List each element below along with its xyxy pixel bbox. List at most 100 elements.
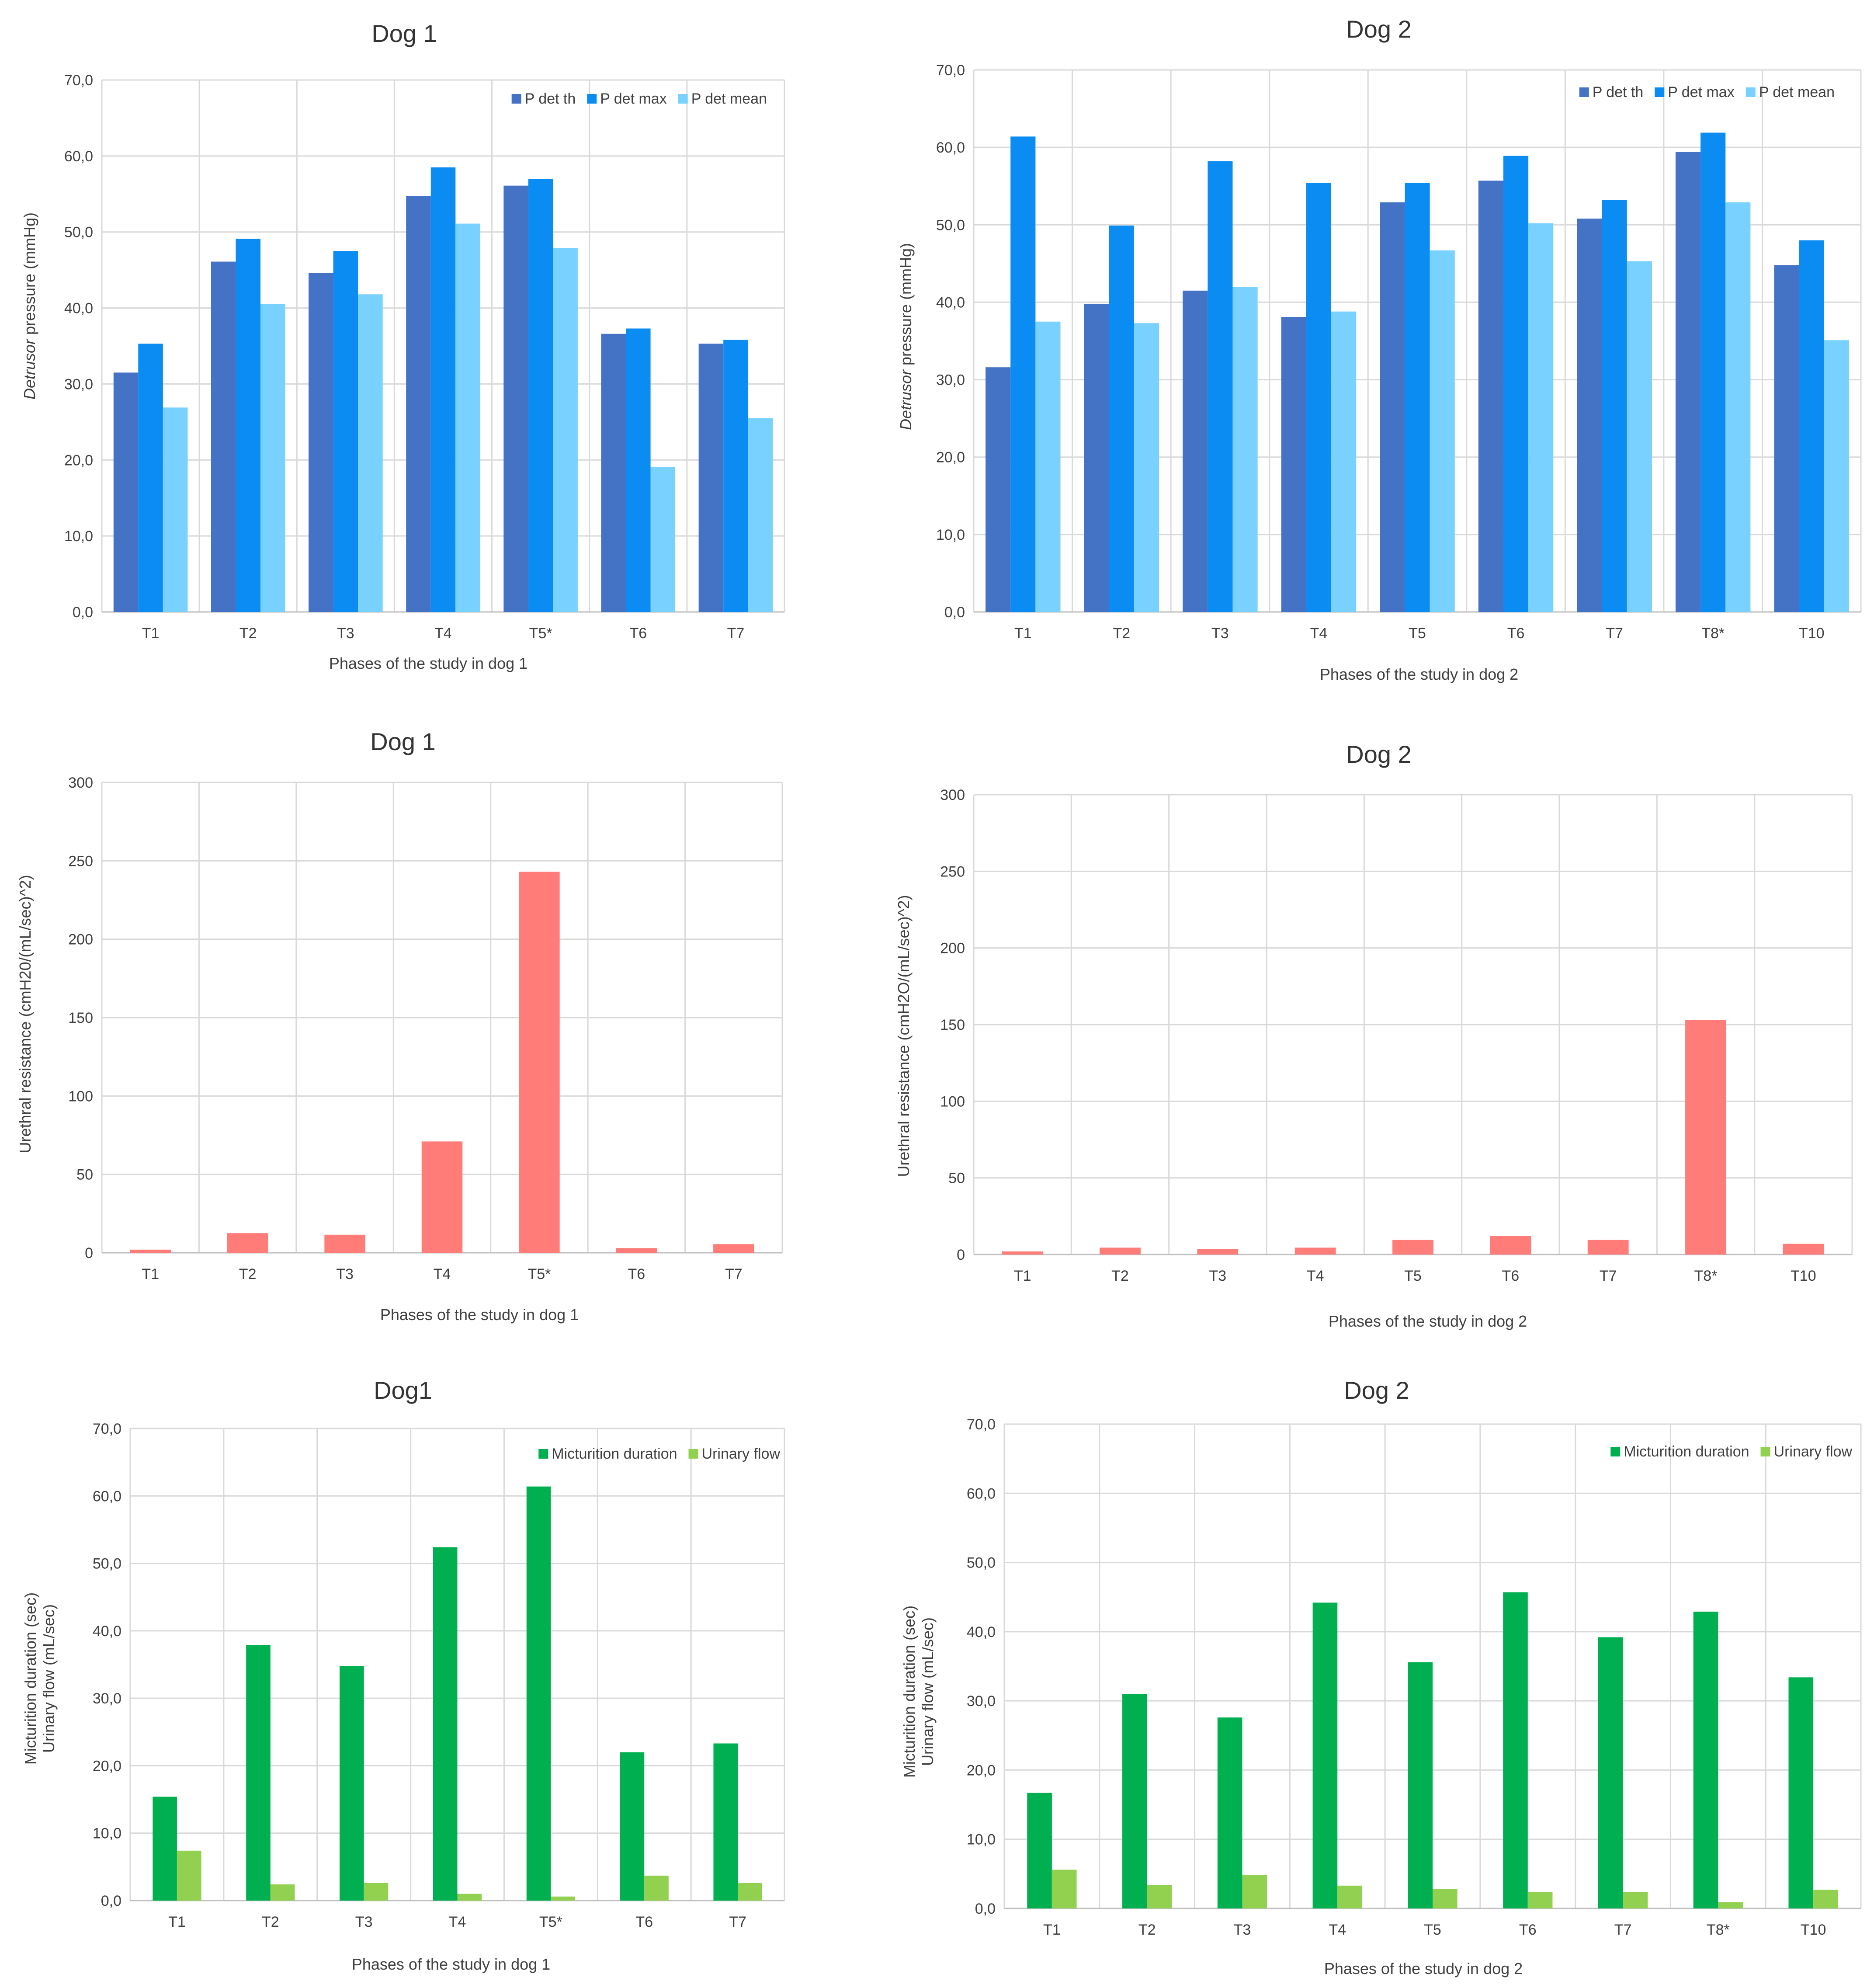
x-tick-label: T2 xyxy=(262,1914,279,1930)
legend-swatch xyxy=(678,94,688,104)
x-tick-label: T6 xyxy=(1507,625,1525,642)
x-tick-label: T2 xyxy=(1138,1922,1156,1938)
x-tick-label: T7 xyxy=(727,625,745,642)
chart-dog2-micturition: Dog 2 Micturition duration (sec) Urinary… xyxy=(900,1376,1862,1978)
y-tick-label: 20,0 xyxy=(967,1762,996,1779)
y-tick-label: 70,0 xyxy=(64,72,93,89)
bar xyxy=(236,239,260,612)
x-tick-label: T8* xyxy=(1701,625,1725,642)
chart-dog1-detrusor-pressure: Dog 1 Detrusor pressure (mmHg) Phases of… xyxy=(21,20,785,672)
bar xyxy=(1380,202,1405,612)
bar xyxy=(713,1743,738,1901)
chart-title: Dog1 xyxy=(374,1376,432,1404)
bar xyxy=(1783,1244,1824,1255)
x-tick-label: T6 xyxy=(1519,1922,1537,1938)
y-tick-label: 0,0 xyxy=(975,1901,996,1917)
plot-area: 0,0 10,0 20,0 30,0 40,0 50,0 60,0 70,0 T1 T2 T3 T4 T… xyxy=(93,1421,785,1930)
bar xyxy=(1527,1892,1553,1908)
bar xyxy=(1602,200,1627,612)
y-axis-label-rest: pressure (mmHg) xyxy=(21,212,38,339)
bar xyxy=(1408,1662,1433,1908)
y-tick-label: 300 xyxy=(68,775,93,791)
y-tick-label: 100 xyxy=(68,1088,93,1105)
bar xyxy=(1306,183,1332,612)
x-tick-label: T7 xyxy=(729,1914,746,1930)
bar xyxy=(713,1244,754,1253)
y-tick-label: 0,0 xyxy=(73,604,93,621)
x-tick-label: T3 xyxy=(1211,625,1229,642)
y-axis-label: Urethral resistance (cmH20/(mL/sec)^2) xyxy=(16,875,34,1153)
x-tick-label: T6 xyxy=(1502,1268,1519,1284)
bar xyxy=(1577,219,1602,612)
chart-dog2-detrusor-pressure: Dog 2 Detrusor pressure (mmHg) Phases of… xyxy=(897,15,1862,683)
y-tick-label: 60,0 xyxy=(93,1488,121,1505)
y-tick-label: 50,0 xyxy=(93,1556,121,1572)
bar xyxy=(130,1249,171,1253)
bar xyxy=(309,273,333,612)
x-tick-label: T6 xyxy=(629,625,647,642)
bar xyxy=(1242,1875,1267,1908)
y-tick-label: 0 xyxy=(957,1247,965,1263)
y-tick-label: 150 xyxy=(940,1017,965,1033)
y-tick-label: 50,0 xyxy=(967,1555,996,1571)
x-tick-label: T4 xyxy=(449,1914,466,1930)
x-tick-label: T5 xyxy=(1404,1268,1422,1284)
legend-swatch xyxy=(1746,87,1756,97)
bar xyxy=(1788,1677,1814,1908)
bar xyxy=(1392,1240,1433,1255)
x-axis-label: Phases of the study in dog 2 xyxy=(1320,665,1518,683)
bar xyxy=(1208,161,1233,612)
bar xyxy=(1312,1602,1338,1908)
chart-title: Dog 1 xyxy=(370,728,435,755)
bar xyxy=(433,1547,458,1901)
bar xyxy=(601,334,626,612)
legend-swatch xyxy=(511,94,521,104)
x-tick-label: T2 xyxy=(239,1266,257,1282)
y-tick-label: 30,0 xyxy=(967,1693,996,1710)
y-tick-label: 40,0 xyxy=(93,1623,121,1640)
y-tick-label: 200 xyxy=(68,931,93,948)
legend-swatch xyxy=(538,1449,548,1459)
x-tick-label: T3 xyxy=(355,1914,373,1930)
bar xyxy=(340,1666,364,1901)
y-tick-label: 100 xyxy=(940,1093,965,1110)
bar xyxy=(528,179,553,612)
legend-label: P det th xyxy=(525,90,576,107)
bar xyxy=(1718,1902,1743,1908)
bar xyxy=(986,367,1011,612)
bar xyxy=(364,1883,389,1901)
bar xyxy=(1331,311,1357,612)
x-tick-label: T7 xyxy=(1606,625,1623,642)
y-axis-label-italic: Detrusor xyxy=(21,338,38,400)
x-tick-label: T5* xyxy=(529,625,552,642)
bar xyxy=(177,1850,201,1901)
bar xyxy=(1725,202,1751,612)
chart-title: Dog 2 xyxy=(1344,1376,1409,1404)
y-tick-label: 50,0 xyxy=(936,217,965,233)
x-tick-label: T4 xyxy=(1329,1922,1346,1938)
y-tick-label: 10,0 xyxy=(64,528,93,545)
y-tick-label: 20,0 xyxy=(93,1758,121,1774)
legend-swatch xyxy=(1760,1447,1770,1456)
bar xyxy=(211,261,236,612)
bar xyxy=(620,1752,645,1901)
chart-dog1-urethral-resistance: Dog 1 Urethral resistance (cmH20/(mL/sec… xyxy=(16,728,783,1324)
x-tick-label: T6 xyxy=(628,1266,645,1282)
x-tick-label: T1 xyxy=(168,1914,186,1930)
y-tick-label: 60,0 xyxy=(967,1485,996,1502)
bar xyxy=(358,294,383,612)
x-tick-label: T10 xyxy=(1791,1268,1816,1284)
x-tick-label: T2 xyxy=(239,625,257,642)
y-tick-label: 60,0 xyxy=(64,148,93,165)
y-axis-label-line-1: Micturition duration (sec) xyxy=(21,1592,39,1765)
bar xyxy=(1134,323,1159,612)
y-axis-label: Detrusor pressure (mmHg) xyxy=(897,243,915,430)
y-tick-label: 40,0 xyxy=(64,300,93,317)
x-axis-label: Phases of the study in dog 2 xyxy=(1324,1960,1523,1978)
y-tick-label: 20,0 xyxy=(936,449,965,466)
bar xyxy=(1109,226,1134,612)
bar xyxy=(227,1233,268,1253)
bar xyxy=(503,185,528,612)
bar xyxy=(644,1875,669,1901)
chart-title: Dog 2 xyxy=(1346,15,1411,43)
